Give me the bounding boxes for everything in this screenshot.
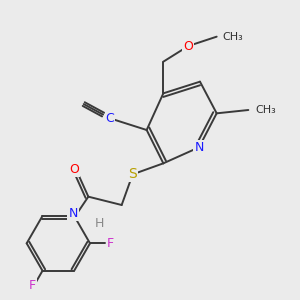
Text: C: C	[106, 112, 114, 125]
Text: H: H	[94, 217, 104, 230]
Text: F: F	[29, 278, 36, 292]
Text: S: S	[128, 167, 137, 181]
Text: CH₃: CH₃	[223, 32, 243, 42]
Text: N: N	[194, 141, 204, 154]
Text: N: N	[68, 207, 78, 220]
Text: O: O	[183, 40, 193, 52]
Text: CH₃: CH₃	[256, 105, 277, 115]
Text: F: F	[107, 237, 114, 250]
Text: O: O	[70, 163, 80, 176]
